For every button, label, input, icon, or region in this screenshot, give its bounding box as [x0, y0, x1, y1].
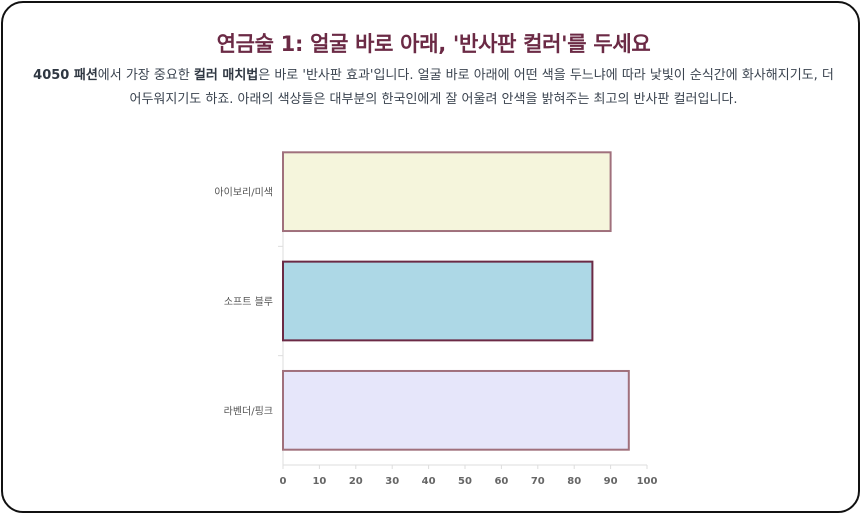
- x-tick-label-0: 0: [280, 476, 287, 487]
- description-text-1: 에서 가장 중요한: [97, 68, 194, 83]
- x-tick-label-10: 10: [312, 476, 326, 487]
- bar-3: [282, 369, 630, 451]
- x-tick-label-70: 70: [531, 476, 545, 487]
- description-bold-color-match: 컬러 매치법: [193, 68, 259, 83]
- bar-1: [282, 151, 612, 233]
- page-title: 연금술 1: 얼굴 바로 아래, '반사판 컬러'를 두세요: [216, 32, 651, 56]
- y-tick-label-1: 아이보리/미색: [214, 187, 273, 199]
- x-tick-label-80: 80: [567, 476, 581, 487]
- description-bold-fashion: 4050 패션: [33, 68, 98, 83]
- x-tick-label-40: 40: [422, 476, 436, 487]
- x-tick-label-50: 50: [458, 476, 472, 487]
- description-paragraph: 4050 패션에서 가장 중요한 컬러 매치법은 바로 '반사판 효과'입니다.…: [30, 64, 837, 112]
- x-tick-label-30: 30: [385, 476, 399, 487]
- x-tick-label-60: 60: [494, 476, 508, 487]
- x-tick-label-100: 100: [637, 476, 658, 487]
- y-tick-label-3: 라벤더/핑크: [224, 405, 273, 417]
- x-tick-label-90: 90: [604, 476, 618, 487]
- description-text-2: 은 바로 '반사판 효과'입니다. 얼굴 바로 아래에 어떤 색을 두느냐에 따…: [129, 68, 834, 107]
- x-tick-label-20: 20: [349, 476, 363, 487]
- y-tick-label-2: 소프트 블루: [224, 296, 273, 308]
- bar-2: [282, 260, 594, 342]
